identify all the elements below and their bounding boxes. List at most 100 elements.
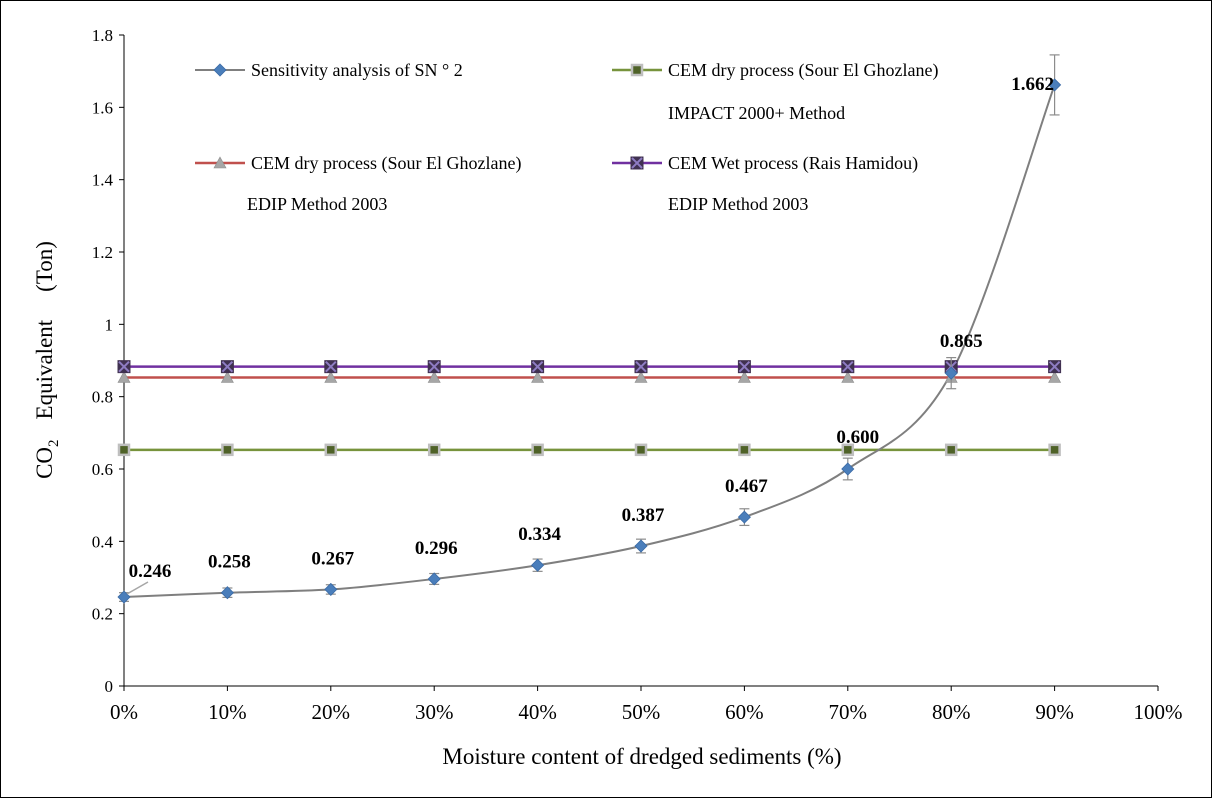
legend-label: Sensitivity analysis of SN ° 2: [251, 60, 463, 80]
data-point: [841, 443, 855, 457]
axes: 0 0.2 0.4 0.6 0.8 1 1.2 1.4 1.6 1.8 0% 10% 20% 30% 40%…: [92, 26, 1183, 724]
y-tick-label: 1.2: [92, 243, 113, 262]
x-tick-label: 10%: [208, 700, 247, 724]
data-point: [634, 443, 648, 457]
data-point: [841, 360, 855, 374]
legend-marker: [630, 63, 644, 77]
svg-text:CO2Equivalent(Ton): CO2 Equivalent (Ton): [32, 241, 62, 479]
data-point: [324, 582, 338, 597]
data-point: [221, 443, 234, 457]
data-point: [634, 370, 648, 383]
data-point: [1048, 78, 1062, 92]
y-title-unit: (Ton): [32, 241, 57, 292]
legend-label: CEM dry process (Sour El Ghozlane): [251, 153, 521, 174]
data-label: 0.865: [940, 331, 983, 352]
marker-cross: [221, 360, 234, 373]
legend-marker: [213, 156, 227, 169]
legend-entry: CEM dry process (Sour El Ghozlane) IMPACT…: [612, 60, 938, 123]
legend-marker: [630, 156, 644, 170]
marker-cross: [635, 360, 647, 373]
data-labels: 0.246 0.258 0.267 0.296 0.334 0.387 0.467 0.600…: [126, 74, 1054, 595]
legend-label: CEM dry process (Sour El Ghozlane): [668, 60, 938, 81]
legend-marker: [213, 63, 227, 77]
data-point: [117, 370, 131, 383]
data-point: [738, 443, 751, 457]
y-title-equivalent: Equivalent: [32, 319, 57, 419]
x-tick-label: 80%: [932, 700, 971, 724]
x-tick-label: 90%: [1035, 700, 1074, 724]
y-title-co: CO: [32, 447, 57, 479]
y-tick-label: 0.8: [92, 388, 113, 407]
data-label: 0.258: [208, 552, 251, 573]
marker-cross: [428, 360, 440, 373]
x-tick-label: 40%: [518, 700, 557, 724]
data-point: [634, 539, 648, 553]
data-point: [427, 360, 441, 374]
data-label: 1.662: [1011, 74, 1054, 95]
marker-cross: [738, 360, 751, 373]
marker-cross: [631, 157, 643, 169]
legend-entry: CEM dry process (Sour El Ghozlane) EDIP M…: [195, 153, 521, 214]
data-point: [531, 360, 545, 374]
data-point: [944, 366, 958, 380]
y-axis-title: CO2 Equivalent (Ton): [32, 241, 62, 479]
data-label: 0.296: [415, 538, 458, 559]
y-title-subscript: 2: [46, 439, 62, 447]
legend: Sensitivity analysis of SN ° 2 CEM dry pr…: [195, 60, 938, 214]
data-point: [531, 370, 545, 383]
data-point: [737, 370, 751, 383]
y-tick-label: 0.4: [92, 532, 114, 551]
y-tick-label: 1: [105, 315, 114, 334]
y-tick-label: 1.8: [92, 26, 113, 45]
data-point: [220, 586, 234, 600]
data-point: [427, 443, 441, 457]
data-point: [427, 370, 441, 383]
data-point: [324, 370, 338, 383]
data-point: [531, 443, 544, 457]
marker-cross: [118, 360, 130, 373]
y-tick-label: 1.4: [92, 171, 114, 190]
y-tick-label: 0.2: [92, 605, 113, 624]
data-point: [841, 462, 855, 476]
data-label: 0.387: [622, 505, 665, 526]
x-tick-label: 20%: [312, 700, 351, 724]
x-tick-label: 0%: [110, 700, 138, 724]
data-label: 0.467: [725, 476, 768, 497]
x-axis-title: Moisture content of dredged sediments (%…: [442, 744, 841, 769]
legend-label: CEM Wet process (Rais Hamidou): [668, 153, 918, 174]
series-marks: [117, 54, 1062, 604]
data-point: [634, 360, 648, 374]
x-tick-label: 60%: [725, 700, 764, 724]
marker-cross: [842, 360, 854, 373]
data-point: [220, 360, 234, 374]
data-point: [737, 510, 751, 524]
x-tick-label: 30%: [415, 700, 454, 724]
data-point: [944, 443, 958, 457]
y-tick-label: 0.6: [92, 460, 113, 479]
x-tick-label: 70%: [829, 700, 868, 724]
legend-entry: CEM Wet process (Rais Hamidou) EDIP Metho…: [612, 153, 918, 214]
y-tick-label: 1.6: [92, 98, 113, 117]
data-point: [531, 558, 545, 572]
data-point: [117, 443, 131, 457]
legend-entry: Sensitivity analysis of SN ° 2: [195, 60, 463, 80]
x-tick-label: 100%: [1134, 700, 1183, 724]
data-point: [1048, 370, 1062, 383]
data-point: [1048, 443, 1061, 457]
x-tick-label: 50%: [622, 700, 661, 724]
data-point: [324, 443, 338, 457]
data-point: [737, 360, 751, 374]
data-label: 0.600: [836, 427, 879, 448]
legend-note: EDIP Method 2003: [247, 194, 387, 214]
marker-cross: [1048, 360, 1061, 373]
data-label: 0.334: [518, 524, 561, 545]
marker-cross: [325, 360, 337, 373]
legend-note: EDIP Method 2003: [668, 194, 808, 214]
data-point: [220, 370, 234, 383]
data-label: 0.246: [129, 561, 172, 582]
y-tick-label: 0: [105, 677, 114, 696]
data-point: [1048, 360, 1062, 374]
data-point: [117, 360, 131, 374]
